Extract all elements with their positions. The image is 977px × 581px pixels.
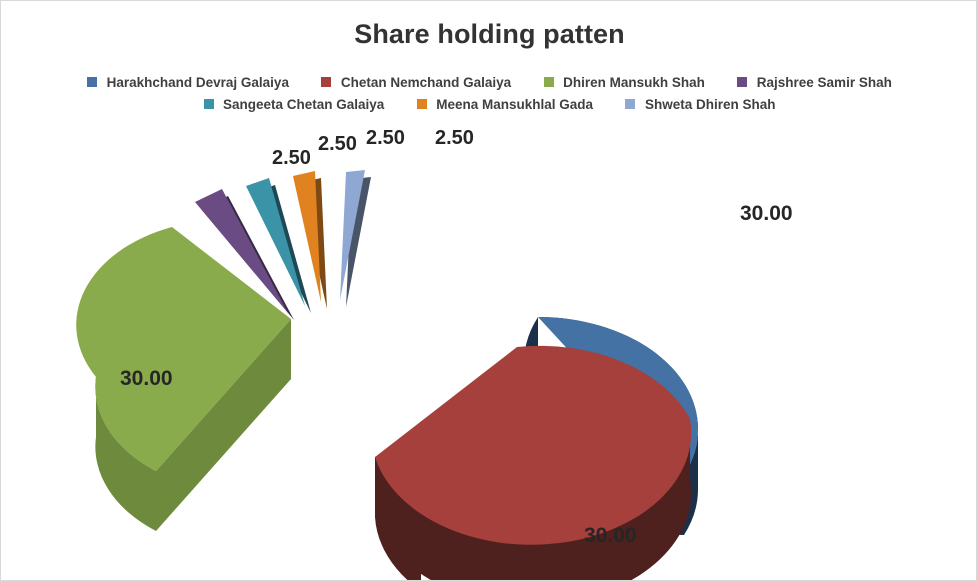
pie-slice-meena-mansukhlal-gada[interactable] (293, 171, 327, 309)
pie-slice-side (156, 319, 291, 531)
data-label-shweta-dhiren-shah: 2.50 (435, 127, 474, 149)
pie-slice-top (340, 170, 365, 300)
legend-swatch-icon (543, 77, 554, 87)
pie-slice-shweta-dhiren-shah[interactable] (340, 170, 371, 307)
pie-slice-rajshree-samir-shah[interactable] (195, 189, 294, 320)
legend-label: Dhiren Mansukh Shah (563, 75, 705, 90)
pie-slice-side (375, 457, 421, 580)
legend-swatch-icon (416, 99, 427, 110)
legend-item-meena-mansukhlal-gada[interactable]: Meena Mansukhlal Gada (416, 94, 594, 116)
pie-slice-dhiren-mansukh-shah[interactable] (76, 227, 291, 531)
data-label-chetan-nemchand-galaiya: 30.00 (584, 524, 637, 547)
legend-label: Meena Mansukhlal Gada (436, 97, 594, 113)
legend-label: Sangeeta Chetan Galaiya (222, 97, 385, 113)
legend-item-harakhchand-devraj-galaiya[interactable]: Harakhchand Devraj Galaiya (87, 72, 289, 94)
legend-swatch-icon (625, 99, 636, 110)
legend-label: Shweta Dhiren Shah (644, 97, 776, 113)
pie-slice-top (293, 171, 321, 302)
legend-item-chetan-nemchand-galaiya[interactable]: Chetan Nemchand Galaiya (321, 72, 511, 94)
legend-swatch-icon (737, 77, 748, 87)
legend-label: Chetan Nemchand Galaiya (340, 75, 512, 90)
data-label-harakhchand-devraj-galaiya: 30.00 (740, 202, 793, 225)
legend-item-dhiren-mansukh-shah[interactable]: Dhiren Mansukh Shah (543, 72, 705, 94)
legend-row: Harakhchand Devraj Galaiya Chetan Nemcha… (1, 72, 976, 94)
pie-slice-sangeeta-chetan-galaiya[interactable] (246, 178, 311, 313)
pie-slice-side (95, 377, 156, 531)
legend-row: Sangeeta Chetan Galaiya Meena Mansukhlal… (1, 94, 976, 116)
legend-item-shweta-dhiren-shah[interactable]: Shweta Dhiren Shah (625, 94, 775, 116)
pie-slice-top (246, 178, 305, 306)
pie-slice-top (195, 189, 288, 313)
legend-label: Harakhchand Devraj Galaiya (106, 75, 289, 90)
legend-swatch-icon (203, 99, 214, 110)
chart-title: Share holding patten (354, 19, 625, 49)
pie-chart-graphic[interactable] (1, 127, 977, 581)
data-label-rajshree-samir-shah: 2.50 (272, 147, 311, 169)
legend-item-sangeeta-chetan-galaiya[interactable]: Sangeeta Chetan Galaiya (203, 94, 385, 116)
chart-legend: Harakhchand Devraj Galaiya Chetan Nemcha… (1, 72, 976, 117)
plot-area: 30.00 30.00 30.00 2.50 2.50 2.50 2.50 (1, 127, 977, 581)
legend-label: Rajshree Samir Shah (756, 75, 892, 90)
legend-swatch-icon (87, 77, 98, 87)
pie-slice-top (76, 227, 291, 471)
pie-slice-chetan-nemchand-galaiya[interactable] (375, 345, 692, 581)
legend-swatch-icon (321, 77, 332, 87)
legend-item-rajshree-samir-shah[interactable]: Rajshree Samir Shah (737, 72, 892, 94)
data-label-dhiren-mansukh-shah: 30.00 (120, 367, 173, 390)
pie-slice-top (375, 345, 692, 545)
data-label-meena-mansukhlal-gada: 2.50 (366, 127, 405, 149)
data-label-sangeeta-chetan-galaiya: 2.50 (318, 133, 357, 155)
